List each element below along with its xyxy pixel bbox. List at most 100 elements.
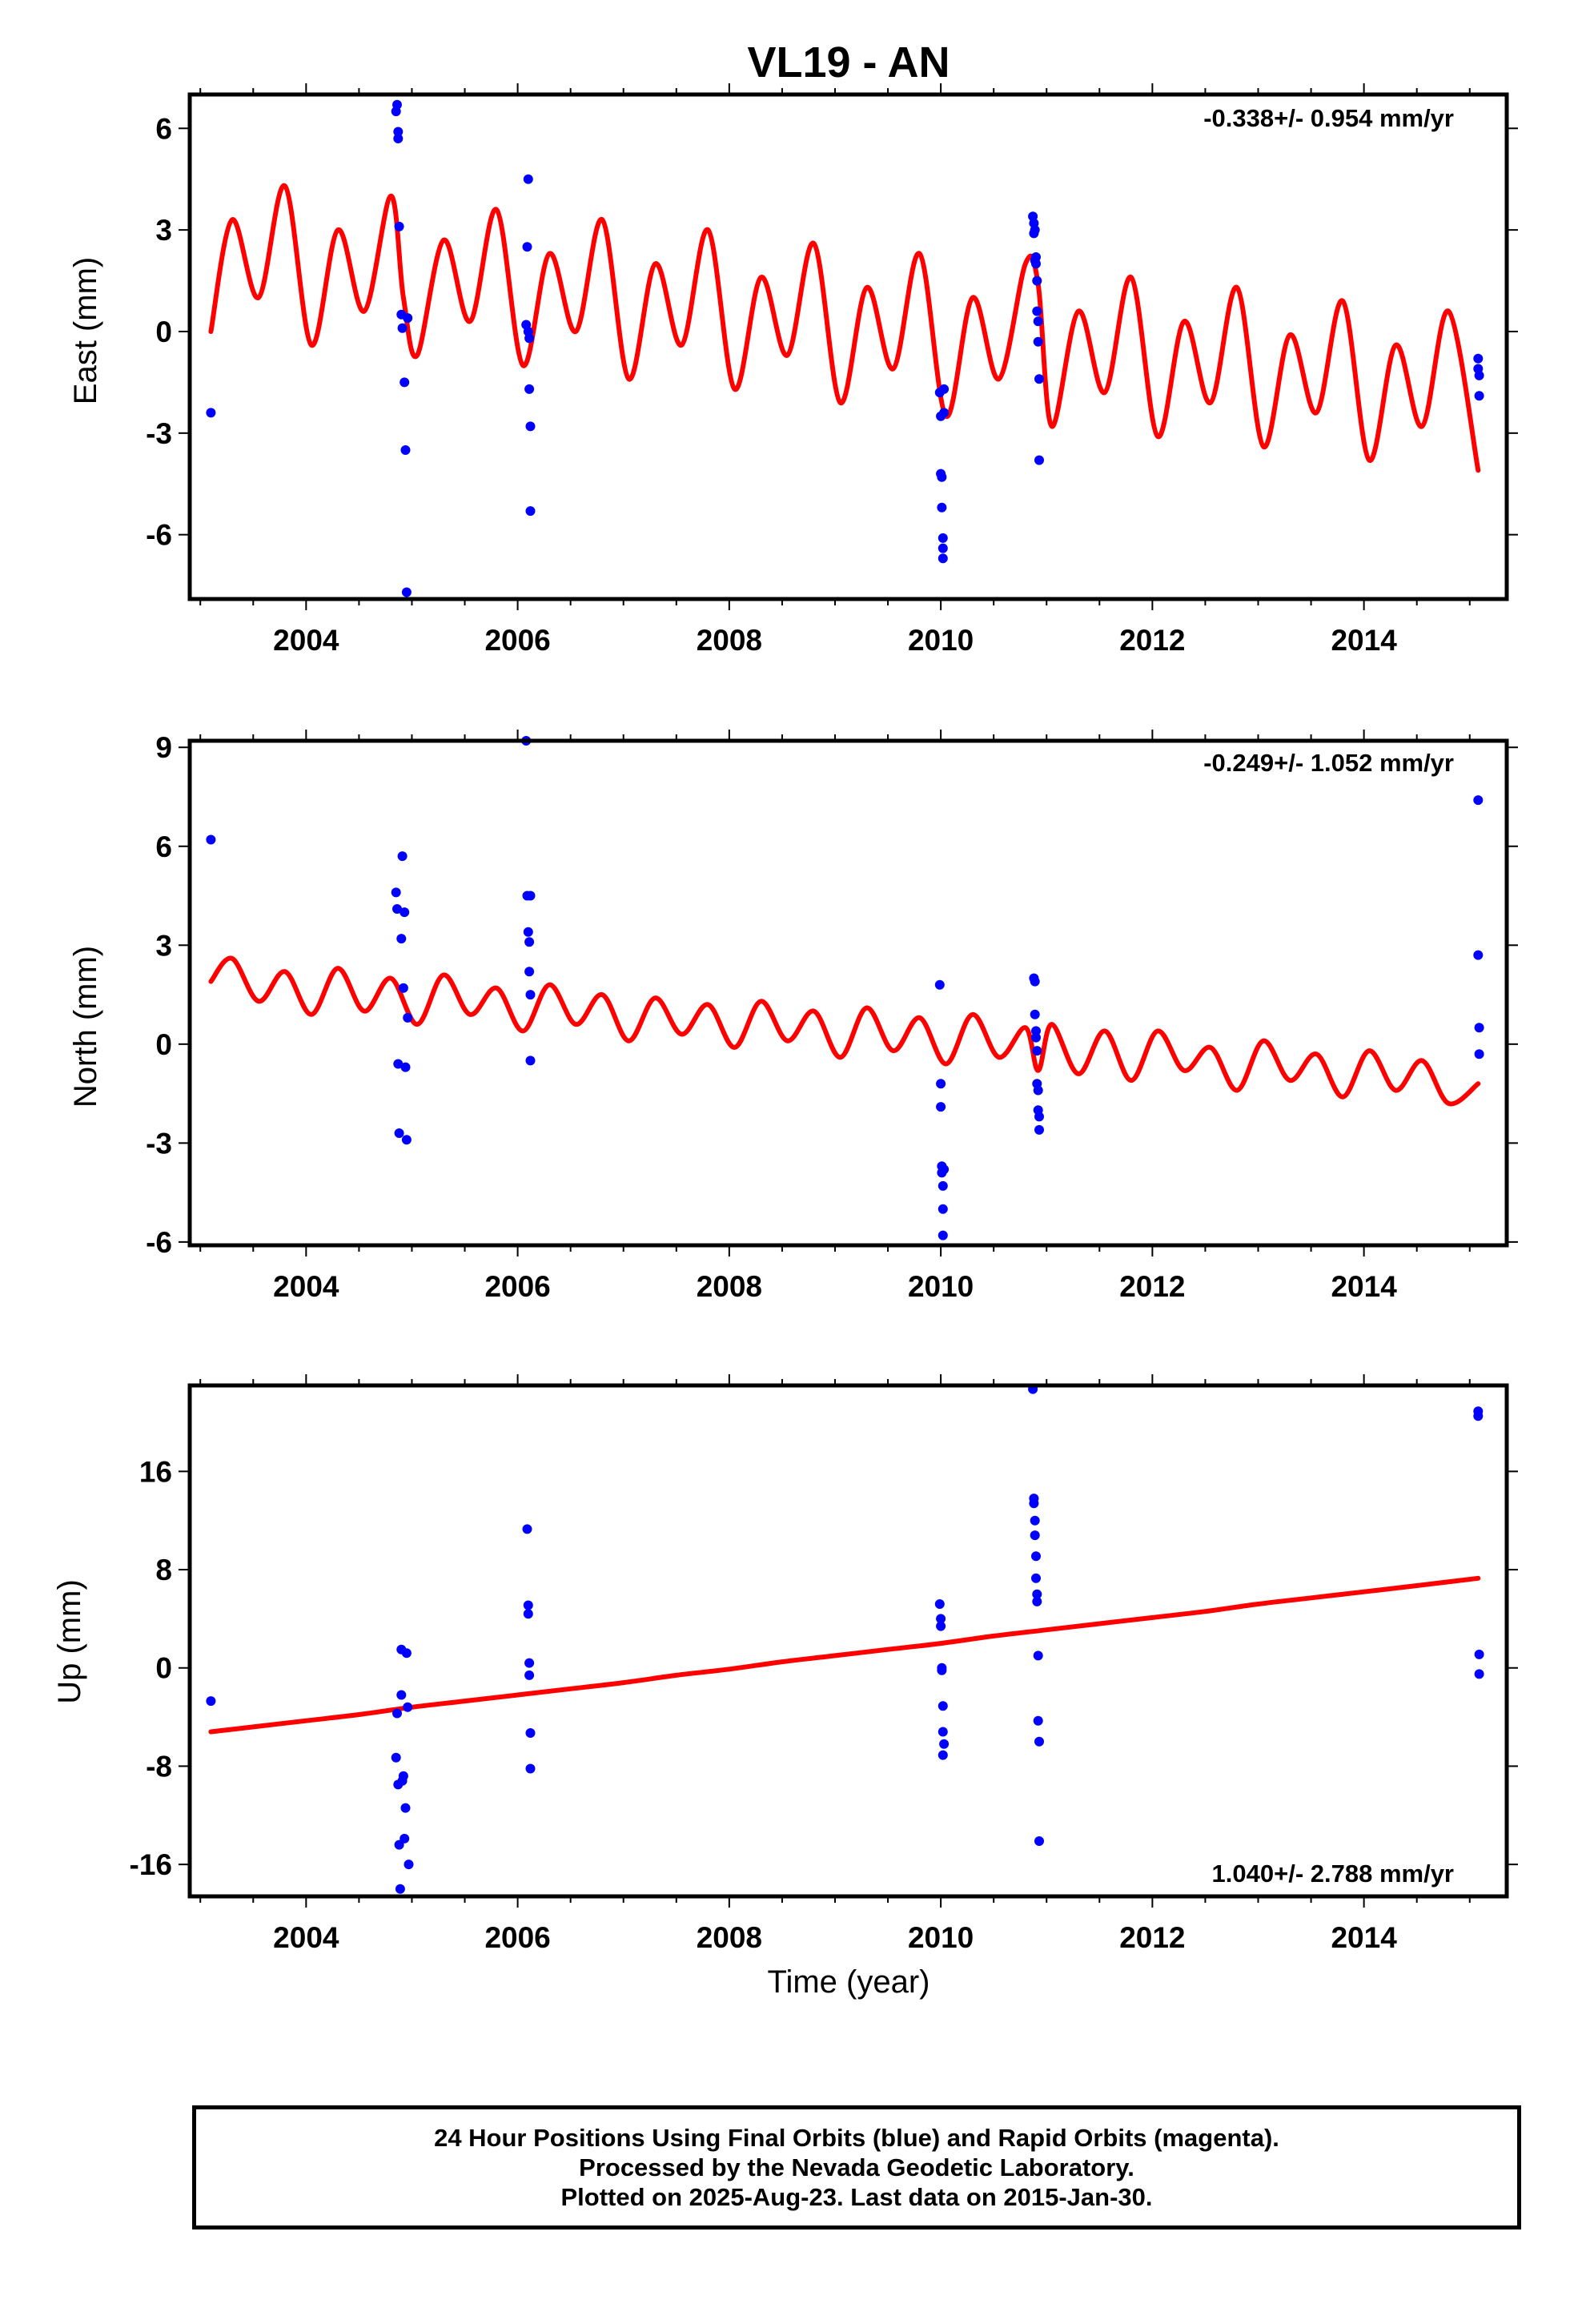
north-data-point — [938, 1180, 948, 1191]
north-xtick-label: 2010 — [908, 1270, 974, 1303]
x-axis-label: Time (year) — [768, 1964, 930, 2000]
north-data-point — [525, 891, 536, 901]
north-data-point — [401, 1135, 412, 1145]
up-data-point — [523, 1600, 533, 1610]
up-data-point — [1473, 1411, 1484, 1421]
footer-line-1: 24 Hour Positions Using Final Orbits (bl… — [434, 2124, 1279, 2152]
east-data-point — [939, 408, 950, 418]
east-data-point — [938, 543, 948, 553]
north-ytick-label: 3 — [155, 929, 172, 962]
north-panel: North (mm) -0.249+/- 1.052 mm/yr 2004 200… — [68, 730, 1518, 1303]
north-ytick-label: 0 — [155, 1028, 172, 1061]
east-data-point — [938, 553, 948, 564]
north-data-point — [394, 1128, 404, 1138]
north-data-point — [1031, 1032, 1041, 1043]
east-model-line — [208, 183, 1481, 473]
up-ylabel: Up (mm) — [52, 1579, 87, 1704]
up-data-point — [525, 1728, 536, 1738]
east-data-point — [939, 384, 950, 394]
north-xtick-label: 2006 — [484, 1270, 550, 1303]
north-data-point — [206, 834, 216, 845]
east-ytick-label: 6 — [155, 112, 172, 145]
up-rate-label: 1.040+/- 2.788 mm/yr — [1212, 1860, 1454, 1888]
up-data-point — [206, 1696, 216, 1707]
up-xtick-label: 2006 — [484, 1921, 550, 1954]
north-data-point — [938, 1230, 948, 1240]
east-data-point — [1030, 225, 1040, 235]
north-data-point — [936, 1102, 946, 1112]
east-xtick-label: 2010 — [908, 624, 974, 657]
east-data-point — [393, 134, 404, 143]
east-data-point — [1031, 259, 1041, 269]
north-data-point — [396, 934, 407, 944]
north-xtick-label: 2012 — [1119, 1270, 1185, 1303]
up-data-point — [1034, 1736, 1044, 1747]
up-plot-frame — [187, 1383, 1509, 1899]
north-model-line — [208, 955, 1481, 1107]
north-data-point — [1033, 1085, 1043, 1096]
up-data-point — [937, 1665, 947, 1675]
up-data-point — [1033, 1715, 1043, 1726]
north-data-point — [398, 983, 408, 993]
east-xtick-label: 2012 — [1119, 624, 1185, 657]
east-ytick-label: 0 — [155, 316, 172, 348]
east-xtick-label: 2004 — [273, 624, 339, 657]
east-ylabel: East (mm) — [68, 257, 103, 404]
footer-note: 24 Hour Positions Using Final Orbits (bl… — [192, 2105, 1521, 2230]
east-data-point — [937, 472, 947, 482]
footer-line-2: Processed by the Nevada Geodetic Laborat… — [579, 2153, 1134, 2181]
up-xtick-label: 2014 — [1331, 1921, 1397, 1954]
north-data-point — [1030, 1009, 1040, 1019]
north-ytick-label: 9 — [155, 731, 172, 764]
north-data-point — [938, 1204, 948, 1214]
north-data-point — [934, 979, 945, 990]
north-data-point — [393, 1059, 404, 1069]
north-data-point — [403, 1012, 413, 1023]
north-data-point — [392, 904, 402, 914]
up-data-point — [400, 1803, 411, 1813]
up-data-point — [934, 1599, 945, 1609]
east-panel: East (mm) -0.338+/- 0.954 mm/yr 2004 2006… — [68, 83, 1518, 657]
up-data-point — [522, 1524, 532, 1534]
east-xtick-label: 2006 — [484, 624, 550, 657]
north-data-point — [1474, 1049, 1484, 1059]
up-data-point — [938, 1750, 948, 1760]
up-panel: Up (mm) 1.040+/- 2.788 mm/yr 2004 2006 200… — [52, 1374, 1518, 1954]
up-data-point — [400, 1833, 410, 1844]
north-ytick-label: -3 — [146, 1127, 172, 1160]
up-data-point — [395, 1884, 405, 1894]
up-data-point — [1474, 1649, 1484, 1659]
east-data-point — [1474, 391, 1484, 401]
up-ytick-label: -8 — [146, 1750, 172, 1783]
north-plot-frame — [187, 738, 1509, 1248]
up-data-point — [524, 1658, 535, 1668]
north-ytick-label: 6 — [155, 830, 172, 863]
up-xtick-label: 2004 — [273, 1921, 339, 1954]
east-data-point — [400, 445, 411, 455]
up-ytick-label: -16 — [130, 1848, 172, 1881]
north-data-point — [939, 1164, 950, 1175]
up-data-point — [939, 1739, 950, 1749]
east-data-point — [1034, 374, 1044, 384]
east-data-point — [394, 221, 404, 231]
up-data-point — [1032, 1596, 1042, 1606]
east-data-point — [1474, 370, 1484, 380]
east-data-point — [403, 313, 413, 324]
east-data-point — [525, 421, 536, 432]
north-data-point — [1034, 1124, 1044, 1135]
up-data-point — [392, 1708, 402, 1719]
north-data-point — [1034, 1112, 1044, 1122]
up-ytick-label: 8 — [155, 1554, 172, 1586]
north-data-point — [1474, 1023, 1484, 1033]
north-xtick-label: 2014 — [1331, 1270, 1397, 1303]
east-data-point — [401, 587, 412, 597]
east-ytick-label: -6 — [146, 519, 172, 552]
chart-title: VL19 - AN — [747, 38, 950, 86]
up-data-point — [936, 1621, 946, 1631]
up-data-point — [1031, 1551, 1041, 1562]
north-rate-label: -0.249+/- 1.052 mm/yr — [1203, 749, 1454, 777]
north-data-point — [523, 927, 533, 937]
east-data-point — [400, 377, 410, 388]
up-xtick-label: 2012 — [1119, 1921, 1185, 1954]
east-data-point — [522, 242, 532, 252]
